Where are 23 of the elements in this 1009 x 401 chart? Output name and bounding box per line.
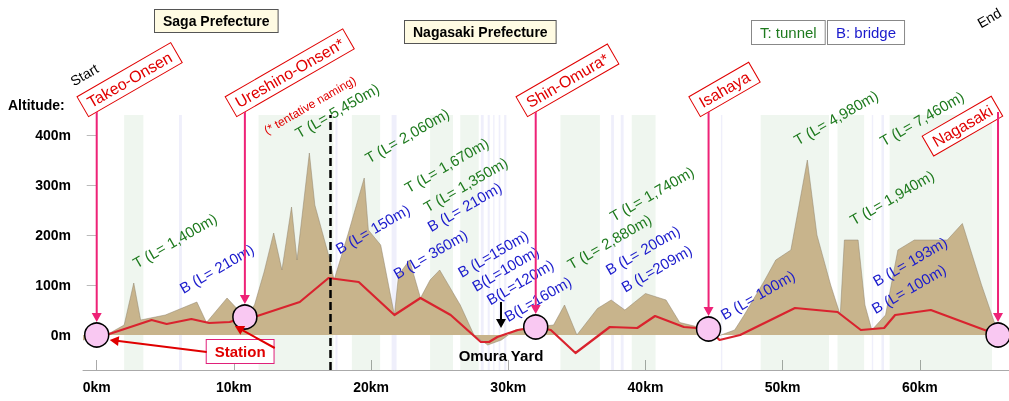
x-tick-label: 50km bbox=[764, 379, 801, 395]
text: End bbox=[974, 4, 1005, 31]
point bbox=[232, 304, 258, 330]
x-tick-label: 30km bbox=[490, 379, 527, 395]
point bbox=[83, 322, 110, 348]
x-tick-label: 10km bbox=[216, 379, 252, 395]
text: Saga Prefecture bbox=[163, 13, 270, 29]
text: B: bridge bbox=[836, 24, 897, 41]
annotation: Station bbox=[214, 343, 266, 360]
annotation: Omura Yard bbox=[458, 347, 544, 364]
text: Nagasaki Prefecture bbox=[413, 24, 548, 40]
x-tick-label: 20km bbox=[353, 379, 389, 395]
x-tick-label: 0km bbox=[82, 379, 111, 395]
text: Altitude: bbox=[8, 97, 65, 113]
x-tick-label: 60km bbox=[901, 379, 938, 395]
x-tick-label: 40km bbox=[627, 379, 664, 395]
point bbox=[695, 316, 722, 342]
y-tick-label: 100m bbox=[35, 277, 71, 293]
y-tick-label: 400m bbox=[35, 127, 71, 143]
y-tick-label: 0m bbox=[50, 327, 71, 343]
y-tick-label: 200m bbox=[35, 227, 71, 243]
y-tick-label: 300m bbox=[35, 177, 71, 193]
text: T: tunnel bbox=[760, 24, 817, 41]
